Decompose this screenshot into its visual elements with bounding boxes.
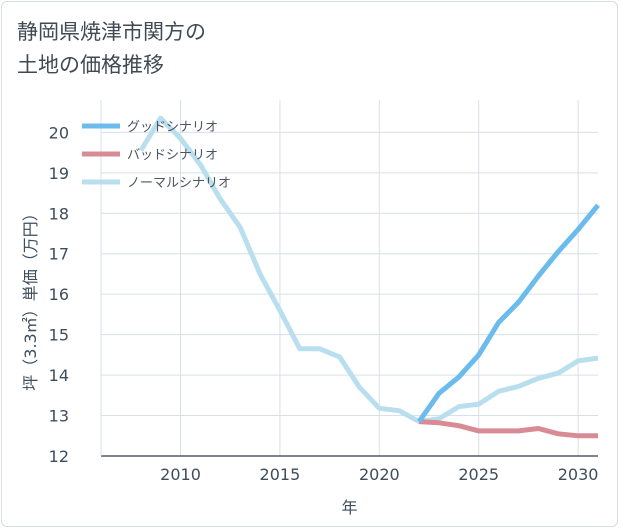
x-tick-label: 2025: [458, 465, 499, 484]
x-tick-label: 2010: [160, 465, 201, 484]
y-tick-label: 13: [49, 407, 69, 426]
legend-label-1: グッドシナリオ: [127, 120, 218, 135]
chart-title-line-2: 土地の価格推移: [17, 53, 164, 77]
series-lines: [138, 115, 600, 439]
axes: [100, 100, 598, 457]
x-tick-label: 2030: [558, 465, 599, 484]
x-tick-label: 2020: [359, 465, 400, 484]
tick-labels: 12 13 14 15 16 17 18 19 20 2010 2015 2020 2025 2030: [49, 123, 599, 484]
y-tick-label: 15: [49, 326, 69, 345]
y-tick-label: 20: [49, 123, 69, 142]
legend-label-2: バッドシナリオ: [127, 148, 218, 163]
y-tick-label: 12: [49, 447, 69, 466]
y-tick-label: 16: [49, 285, 69, 304]
y-axis-label: 坪（3.3㎡）単価（万円）: [21, 205, 40, 390]
y-tick-label: 14: [49, 366, 69, 385]
x-axis-label: 年: [341, 498, 357, 517]
chart-title-line-1: 静岡県焼津市関方の: [17, 20, 206, 44]
y-tick-label: 18: [49, 204, 69, 223]
y-tick-label: 17: [49, 245, 69, 264]
y-tick-label: 19: [49, 164, 69, 183]
x-tick-label: 2015: [260, 465, 301, 484]
chart-title: 静岡県焼津市関方の 土地の価格推移: [17, 16, 206, 82]
series-line-3: [138, 115, 599, 425]
series-line-1: [417, 203, 600, 424]
legend-label-3: ノーマルシナリオ: [127, 176, 231, 191]
series-line-2: [418, 419, 598, 439]
